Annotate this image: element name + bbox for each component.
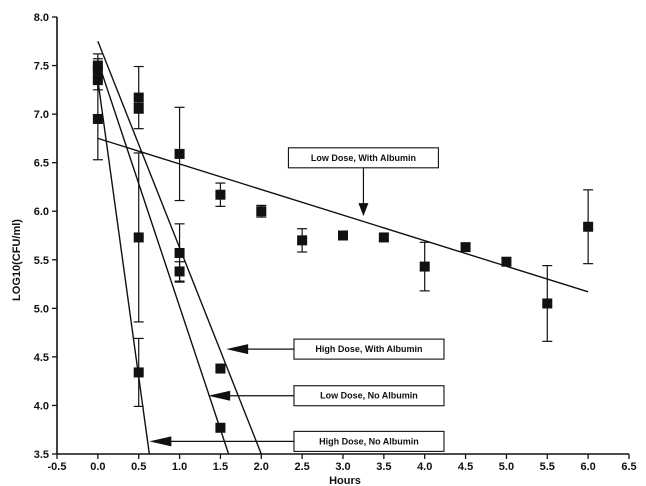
y-tick-label: 6.5 [34,158,49,170]
x-tick-label: 0.0 [90,461,105,473]
square-marker [92,113,103,124]
callouts: Low Dose, With Albumin High Dose, With Al… [149,147,445,452]
data-point [419,241,430,292]
data-point [583,189,594,265]
data-points [92,53,594,433]
fit-line-series-3 [97,80,151,455]
square-marker [215,363,226,374]
callout-label: High Dose, With Albumin [315,344,422,354]
x-tick-label: 5.5 [540,461,555,473]
callout-box [293,430,445,452]
square-marker [297,235,308,246]
data-point [215,182,226,207]
data-point [460,242,471,253]
data-point [378,232,389,243]
data-point [215,363,226,374]
square-marker [133,92,144,103]
arrowhead-icon [149,436,172,447]
data-point [133,337,144,408]
callout-1: High Dose, With Albumin [226,338,445,360]
square-marker [583,221,594,232]
arrowhead-icon [208,390,231,401]
x-tick-label: 4.0 [417,461,432,473]
y-tick-label: 4.5 [34,352,49,364]
x-tick-label: 5.0 [499,461,514,473]
data-point [174,261,185,282]
x-tick-label: 1.0 [172,461,187,473]
arrowhead-icon [358,203,369,217]
data-point [256,204,267,218]
data-point [174,106,185,202]
callout-box [287,147,439,169]
square-marker [460,242,471,253]
x-tick-label: 6.5 [621,461,636,473]
x-tick-label: 6.0 [580,461,595,473]
data-point [133,102,144,114]
callout-3: High Dose, No Albumin [149,430,445,452]
y-tick-label: 5.0 [34,303,49,315]
data-point [297,228,308,253]
y-tick-label: 3.5 [34,449,49,461]
square-marker [133,232,144,243]
callout-2: Low Dose, No Albumin [208,385,445,407]
y-tick-label: 4.0 [34,400,49,412]
callout-label: High Dose, No Albumin [319,436,419,446]
y-tick-label: 5.5 [34,255,49,267]
square-marker [215,422,226,433]
square-marker [133,367,144,378]
y-tick-label: 8.0 [34,12,49,24]
square-marker [174,266,185,277]
data-point [215,422,226,433]
y-tick-label: 7.0 [34,109,49,121]
data-point [338,230,348,241]
y-axis-title: LOG10(CFU/ml) [11,219,23,301]
callout-label: Low Dose, With Albumin [311,153,416,163]
square-marker [419,261,430,272]
square-marker [501,256,512,267]
square-marker [542,298,553,309]
callout-box [293,338,445,360]
square-marker [338,230,348,241]
callout-box [293,385,445,407]
y-tick-label: 7.5 [34,61,49,73]
callout-0: Low Dose, With Albumin [287,147,439,217]
x-tick-label: 2.5 [294,461,309,473]
x-tick-label: 1.5 [213,461,228,473]
fit-line-series-2 [97,60,230,455]
x-tick-label: -0.5 [48,461,67,473]
x-tick-label: 3.5 [376,461,391,473]
square-marker [378,232,389,243]
x-tick-label: 0.5 [131,461,146,473]
data-point [542,265,553,342]
square-marker [174,148,185,159]
x-axis-title: Hours [329,475,361,486]
x-tick-label: 2.0 [254,461,269,473]
square-marker [174,247,185,258]
callout-label: Low Dose, No Albumin [320,391,418,401]
x-tick-label: 3.0 [335,461,350,473]
data-point [92,77,103,161]
axes: -0.5 0.0 0.5 1.0 1.5 2.0 2.5 3.0 3.5 4.0 4.5 5.0 5.5… [34,12,637,473]
x-tick-label: 4.5 [458,461,473,473]
arrowhead-icon [226,344,249,355]
data-point [133,65,144,130]
data-point [501,256,512,267]
data-point [133,152,144,323]
square-marker [133,103,144,114]
y-tick-label: 6.0 [34,206,49,218]
square-marker [215,189,226,200]
square-marker [256,206,267,217]
